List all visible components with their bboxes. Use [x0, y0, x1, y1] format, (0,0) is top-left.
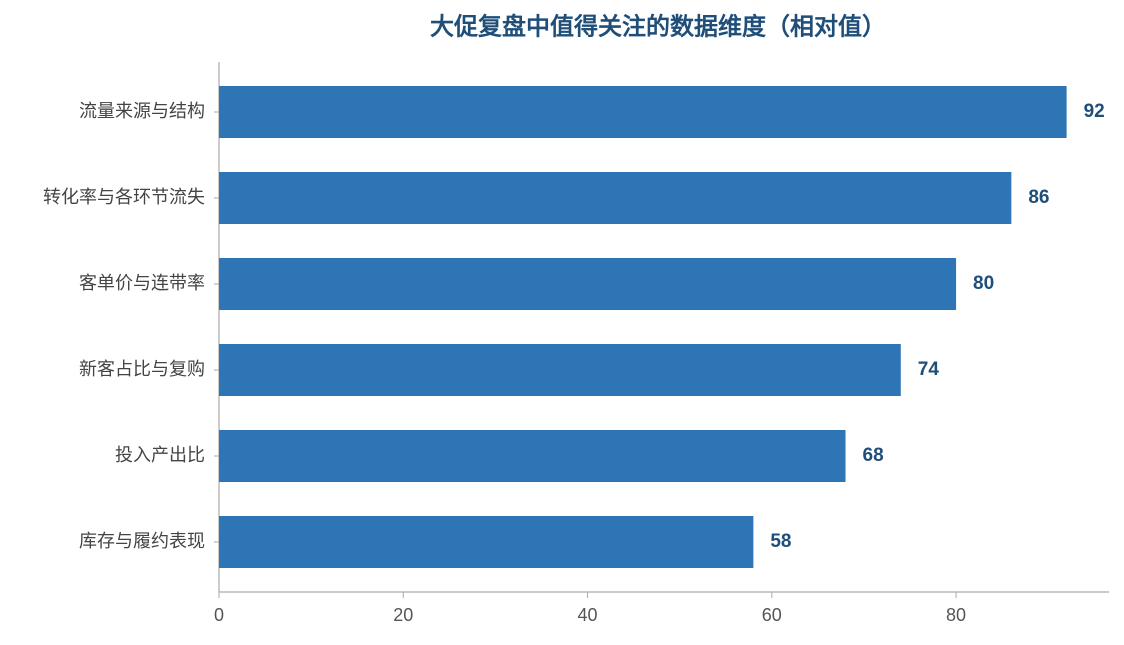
x-tick-label: 60 — [762, 605, 782, 625]
chart-title: 大促复盘中值得关注的数据维度（相对值） — [430, 12, 886, 40]
y-tick-label: 新客占比与复购 — [79, 359, 205, 379]
value-label: 74 — [918, 359, 940, 380]
y-tick-label: 转化率与各环节流失 — [43, 187, 205, 207]
x-tick-label: 0 — [214, 605, 224, 625]
x-tick-label: 20 — [393, 605, 413, 625]
value-label: 58 — [770, 531, 791, 552]
value-label: 68 — [863, 445, 884, 466]
bar — [219, 516, 754, 568]
bar — [219, 344, 901, 396]
y-tick-label: 流量来源与结构 — [79, 101, 205, 121]
bar — [219, 258, 957, 310]
x-tick-label: 80 — [946, 605, 966, 625]
value-label: 92 — [1084, 101, 1105, 122]
value-label: 80 — [973, 273, 994, 294]
y-tick-label: 客单价与连带率 — [79, 273, 205, 293]
bar — [219, 86, 1067, 138]
bar — [219, 172, 1012, 224]
x-tick-label: 40 — [578, 605, 598, 625]
y-tick-label: 投入产出比 — [115, 445, 205, 465]
value-label: 86 — [1028, 187, 1049, 208]
y-tick-label: 库存与履约表现 — [79, 531, 205, 551]
bar — [219, 430, 846, 482]
